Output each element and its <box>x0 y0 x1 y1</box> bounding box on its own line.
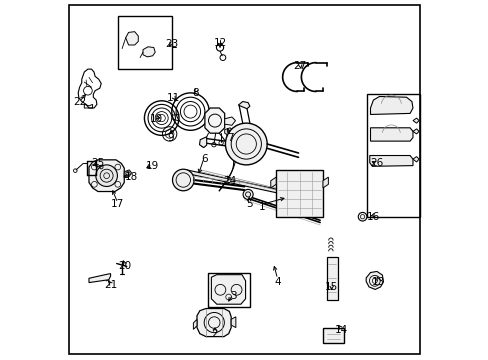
Polygon shape <box>204 108 224 133</box>
Text: 15: 15 <box>325 282 338 292</box>
Polygon shape <box>89 274 110 283</box>
Text: 13: 13 <box>371 276 384 287</box>
Polygon shape <box>89 160 124 192</box>
Text: 20: 20 <box>118 261 131 271</box>
Circle shape <box>358 212 366 221</box>
Text: 7: 7 <box>227 132 234 143</box>
Text: 19: 19 <box>145 161 159 171</box>
Bar <box>322 328 343 343</box>
Polygon shape <box>197 309 231 337</box>
Text: 11: 11 <box>166 93 180 103</box>
Polygon shape <box>199 137 206 148</box>
Text: 18: 18 <box>124 172 138 182</box>
Text: 2: 2 <box>211 329 218 339</box>
Bar <box>366 94 419 217</box>
Text: 1: 1 <box>258 202 264 212</box>
Text: 21: 21 <box>104 280 117 290</box>
Polygon shape <box>370 128 412 141</box>
Polygon shape <box>322 177 328 188</box>
Polygon shape <box>366 271 383 289</box>
Polygon shape <box>186 170 309 200</box>
Text: 22: 22 <box>73 96 86 107</box>
Circle shape <box>96 165 117 186</box>
Polygon shape <box>412 129 418 134</box>
Text: 12: 12 <box>213 38 226 48</box>
Circle shape <box>225 123 266 165</box>
Text: 27: 27 <box>293 60 306 71</box>
Text: 25: 25 <box>91 158 104 168</box>
Polygon shape <box>125 32 138 45</box>
Text: 17: 17 <box>111 199 124 210</box>
Text: 5: 5 <box>245 199 252 210</box>
Bar <box>326 257 337 300</box>
Polygon shape <box>211 275 245 304</box>
Polygon shape <box>224 117 235 125</box>
Text: 10: 10 <box>150 114 163 124</box>
Polygon shape <box>412 118 418 123</box>
Bar <box>118 16 172 69</box>
Polygon shape <box>124 170 131 178</box>
Text: 6: 6 <box>201 154 207 164</box>
Text: 14: 14 <box>334 325 347 336</box>
Polygon shape <box>369 156 412 166</box>
Polygon shape <box>412 157 418 162</box>
Circle shape <box>172 169 194 191</box>
Text: 26: 26 <box>369 158 383 168</box>
Polygon shape <box>193 319 197 329</box>
Text: 24: 24 <box>223 176 236 186</box>
Polygon shape <box>270 177 276 188</box>
Text: 3: 3 <box>229 291 236 301</box>
Circle shape <box>243 189 253 199</box>
Text: 4: 4 <box>274 276 281 287</box>
Text: 9: 9 <box>167 132 174 143</box>
Text: 8: 8 <box>192 88 199 98</box>
Bar <box>208 273 249 307</box>
Polygon shape <box>370 96 412 114</box>
Text: 16: 16 <box>366 212 379 222</box>
Polygon shape <box>224 128 233 136</box>
Polygon shape <box>238 102 249 109</box>
Bar <box>276 170 322 217</box>
Text: 23: 23 <box>165 39 178 49</box>
Polygon shape <box>231 317 235 328</box>
Polygon shape <box>142 47 155 57</box>
